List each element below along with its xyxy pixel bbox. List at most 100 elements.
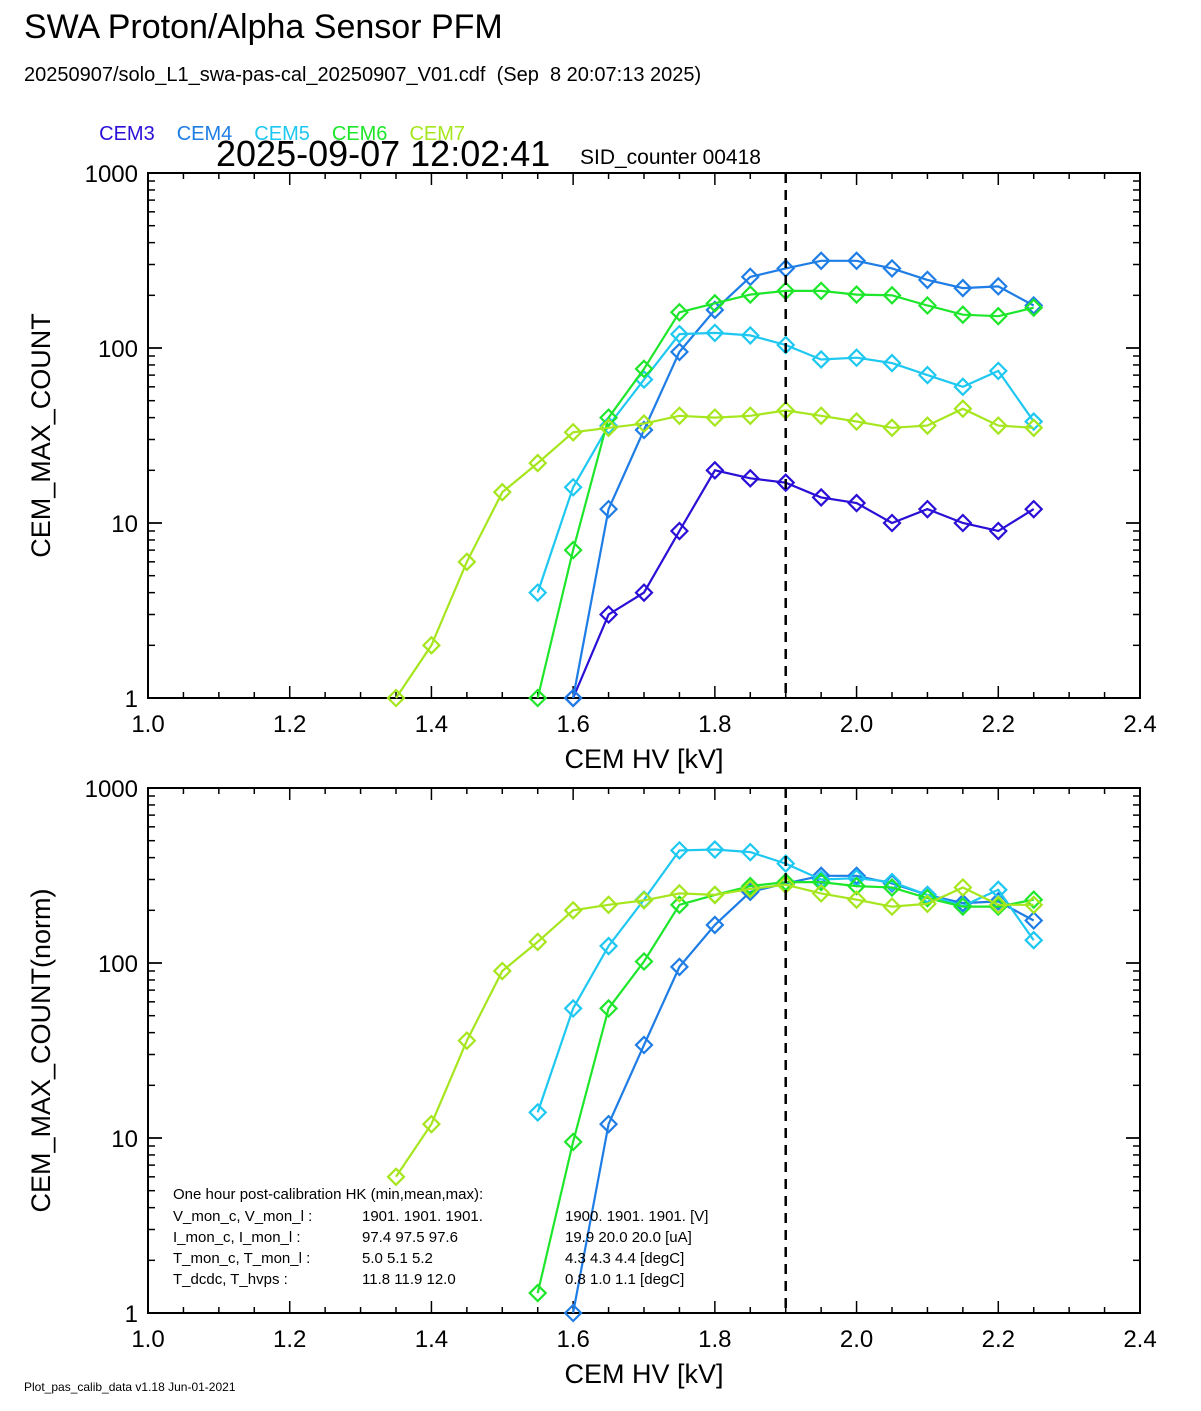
y-tick-label: 1 bbox=[125, 1301, 138, 1328]
y-tick-label: 100 bbox=[98, 951, 138, 978]
sid-counter: SID_counter 00418 bbox=[580, 146, 761, 169]
x-tick-label: 2.2 bbox=[982, 711, 1015, 738]
series-line-cem6 bbox=[536, 289, 1034, 699]
data-point-cem5 bbox=[1024, 411, 1044, 432]
data-point-cem3 bbox=[634, 583, 654, 603]
data-point-cem5 bbox=[599, 416, 619, 436]
data-point-cem6 bbox=[599, 408, 619, 428]
data-point-cem6 bbox=[1024, 890, 1044, 910]
data-point-cem6 bbox=[740, 876, 760, 896]
hk-row-values-b: 4.3 4.3 4.4 [degC] bbox=[565, 1250, 684, 1267]
x-tick-label: 1.0 bbox=[131, 711, 164, 738]
data-point-cem5 bbox=[669, 840, 689, 860]
data-point-cem6 bbox=[811, 872, 831, 892]
data-point-cem6 bbox=[953, 897, 973, 917]
data-point-cem7 bbox=[847, 890, 867, 910]
data-point-cem3 bbox=[953, 513, 973, 533]
data-point-cem5 bbox=[953, 377, 973, 397]
data-point-cem6 bbox=[847, 876, 867, 896]
data-point-cem4 bbox=[953, 893, 973, 913]
data-point-cem7 bbox=[917, 894, 937, 914]
hk-row-values-b: 1900. 1901. 1901. [V] bbox=[565, 1208, 708, 1225]
data-point-cem3 bbox=[1024, 499, 1044, 519]
y-tick-label: 1 bbox=[125, 686, 138, 713]
data-point-cem5 bbox=[563, 477, 583, 497]
data-point-cem7 bbox=[669, 883, 689, 903]
y-tick-label: 10 bbox=[111, 511, 138, 538]
footer-note: Plot_pas_calib_data v1.18 Jun-01-2021 bbox=[24, 1380, 236, 1394]
data-point-cem3 bbox=[705, 460, 725, 480]
data-point-cem6 bbox=[634, 359, 654, 379]
data-point-cem5 bbox=[563, 998, 583, 1018]
data-point-cem5 bbox=[669, 324, 689, 344]
hk-row-values-a: 97.4 97.5 97.6 bbox=[362, 1229, 458, 1246]
hk-row-values-a: 1901. 1901. 1901. bbox=[362, 1208, 483, 1225]
hk-row-label: I_mon_c, I_mon_l : bbox=[173, 1229, 301, 1246]
data-point-cem5 bbox=[811, 869, 831, 890]
data-point-cem7 bbox=[953, 399, 973, 419]
x-tick-label: 1.4 bbox=[415, 711, 448, 738]
data-point-cem5 bbox=[847, 348, 867, 368]
data-point-cem6 bbox=[953, 305, 973, 325]
data-point-cem5 bbox=[1024, 930, 1044, 950]
data-point-cem4 bbox=[847, 251, 867, 271]
x-tick-label: 1.6 bbox=[556, 711, 589, 738]
data-point-cem4 bbox=[599, 499, 619, 519]
data-point-cem6 bbox=[599, 998, 619, 1018]
data-point-cem6 bbox=[1024, 298, 1044, 318]
series-line-cem4 bbox=[572, 259, 1035, 699]
hk-row-label: T_mon_c, T_mon_l : bbox=[173, 1250, 310, 1267]
data-point-cem7 bbox=[563, 900, 583, 920]
data-point-cem7 bbox=[528, 932, 548, 952]
data-point-cem4 bbox=[953, 278, 973, 298]
data-point-cem7 bbox=[1024, 418, 1044, 438]
data-point-cem7 bbox=[386, 1167, 406, 1187]
plot-frame bbox=[147, 172, 1141, 699]
data-point-cem3 bbox=[847, 493, 867, 513]
series-line-cem4 bbox=[572, 874, 1035, 1314]
data-point-cem6 bbox=[988, 306, 1008, 326]
data-point-cem4 bbox=[847, 866, 867, 886]
data-point-cem6 bbox=[847, 285, 867, 305]
data-point-cem7 bbox=[599, 895, 619, 915]
data-point-cem6 bbox=[740, 285, 760, 305]
data-point-cem4 bbox=[740, 267, 760, 287]
y-tick-label: 1000 bbox=[85, 161, 138, 188]
data-point-cem4 bbox=[705, 915, 725, 935]
data-point-cem6 bbox=[917, 888, 937, 908]
data-point-cem6 bbox=[811, 281, 831, 301]
data-point-cem4 bbox=[563, 688, 583, 708]
data-point-cem7 bbox=[421, 1114, 441, 1134]
data-point-cem4 bbox=[1024, 910, 1044, 931]
series-line-cem3 bbox=[572, 469, 1035, 699]
data-point-cem5 bbox=[917, 365, 937, 385]
data-point-cem7 bbox=[669, 406, 689, 426]
y-tick-label: 10 bbox=[111, 1126, 138, 1153]
legend-item-cem6: CEM6 bbox=[331, 123, 388, 145]
x-tick-label: 2.2 bbox=[982, 1326, 1015, 1353]
data-point-cem7 bbox=[457, 1031, 477, 1051]
data-point-cem4 bbox=[599, 1114, 619, 1134]
y-tick-label: 1000 bbox=[85, 776, 138, 803]
x-tick-label: 2.4 bbox=[1123, 1326, 1156, 1353]
file-line: 20250907/solo_L1_swa-pas-cal_20250907_V0… bbox=[24, 64, 702, 86]
series-line-cem7 bbox=[395, 883, 1034, 1178]
data-point-cem6 bbox=[917, 295, 937, 316]
data-point-cem7 bbox=[599, 418, 619, 438]
legend-item-cem7: CEM7 bbox=[409, 123, 466, 145]
data-point-cem5 bbox=[811, 349, 831, 370]
data-point-cem4 bbox=[917, 270, 937, 290]
data-point-cem7 bbox=[492, 961, 512, 981]
x-tick-label: 1.4 bbox=[415, 1326, 448, 1353]
legend-item-cem5: CEM5 bbox=[254, 123, 310, 145]
hk-row-label: V_mon_c, V_mon_l : bbox=[173, 1208, 312, 1225]
data-point-cem4 bbox=[563, 1303, 583, 1323]
data-point-cem3 bbox=[811, 487, 831, 507]
data-point-cem7 bbox=[457, 552, 477, 572]
x-tick-label: 1.8 bbox=[698, 1326, 731, 1353]
data-point-cem6 bbox=[669, 302, 689, 322]
data-point-cem6 bbox=[528, 688, 548, 708]
data-point-cem7 bbox=[847, 411, 867, 432]
data-point-cem5 bbox=[776, 854, 796, 874]
